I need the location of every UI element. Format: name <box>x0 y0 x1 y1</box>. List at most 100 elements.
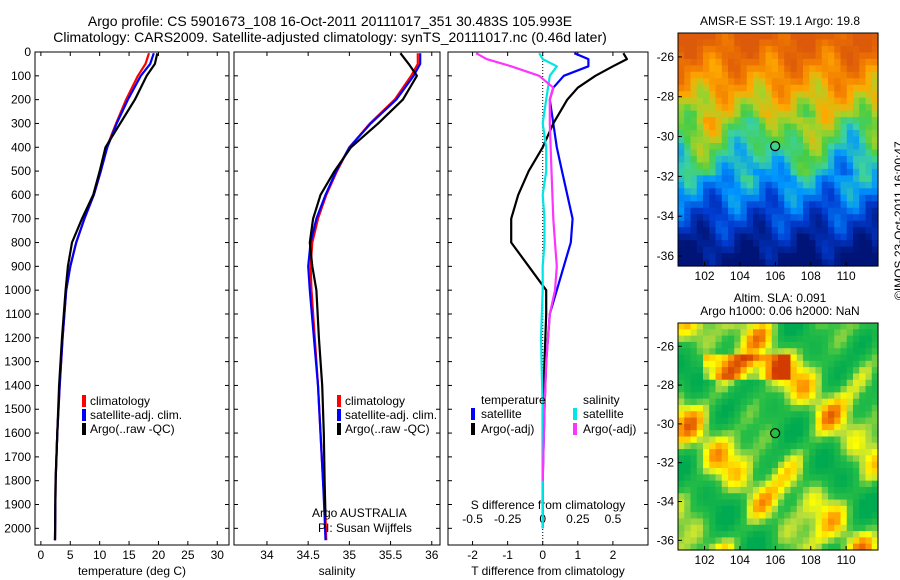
map-cell <box>728 162 735 170</box>
map-cell <box>734 110 742 118</box>
map-cell <box>803 130 810 138</box>
map-cell <box>809 136 817 144</box>
map-cell <box>753 162 760 170</box>
map-cell <box>771 329 779 337</box>
map-cell <box>746 104 754 112</box>
top-x-tick-label: 0.25 <box>566 512 590 526</box>
map-cell <box>690 411 698 419</box>
map-cell <box>865 505 873 513</box>
map-cell <box>765 71 773 79</box>
map-cell <box>740 123 748 131</box>
map-cell <box>803 512 810 520</box>
map-cell <box>753 392 760 400</box>
map-cell <box>690 430 698 438</box>
map-cell <box>840 91 848 99</box>
map-cell <box>734 329 742 337</box>
map-cell <box>765 91 773 99</box>
map-cell <box>821 162 829 170</box>
map-cell <box>871 512 879 520</box>
map-cell <box>715 404 723 412</box>
map-cell <box>840 117 848 125</box>
map-cell <box>859 323 867 330</box>
map-cell <box>821 543 829 551</box>
map-cell <box>778 201 785 209</box>
map-cell <box>853 436 860 444</box>
map-cell <box>709 33 717 41</box>
map-cell <box>746 246 754 254</box>
map-cell <box>803 417 810 425</box>
map-cell <box>715 480 723 488</box>
map-cell <box>790 493 798 501</box>
map-cell <box>859 52 867 60</box>
map-cell <box>828 181 835 189</box>
map-cell <box>790 220 798 228</box>
map-cell <box>740 155 748 164</box>
map-cell <box>721 360 729 368</box>
map-cell <box>765 123 773 131</box>
map-cell <box>690 449 698 457</box>
map-cell <box>753 449 760 457</box>
map-cell <box>759 207 767 215</box>
map-cell <box>728 39 735 47</box>
map-cell <box>859 341 867 349</box>
map-cell <box>759 367 767 375</box>
map-cell <box>784 468 792 475</box>
map-cell <box>821 45 829 54</box>
map-cell <box>821 110 829 118</box>
map-cell <box>815 518 823 526</box>
map-cell <box>865 524 873 532</box>
map-cell <box>846 214 854 222</box>
map-cell <box>734 480 742 488</box>
map-cell <box>721 97 729 105</box>
map-cell <box>721 104 729 112</box>
map-cell <box>696 442 704 450</box>
map-cell <box>846 468 854 475</box>
map-cell <box>778 97 785 105</box>
map-cell <box>715 220 723 228</box>
map-cell <box>796 480 804 488</box>
map-cell <box>859 537 867 545</box>
map-cell <box>721 246 729 254</box>
map-cell <box>709 201 717 209</box>
map-cell <box>771 78 779 86</box>
map-cell <box>684 123 692 131</box>
map-cell <box>734 33 742 41</box>
map-cell <box>690 104 698 112</box>
map-cell <box>696 480 704 488</box>
map-cell <box>696 468 704 475</box>
map-cell <box>778 52 785 60</box>
map-cell <box>703 505 710 513</box>
map-cell <box>871 468 879 475</box>
map-cell <box>740 348 748 356</box>
map-cell <box>796 531 804 538</box>
map-cell <box>771 91 779 99</box>
map-cell <box>784 188 792 196</box>
map-cell <box>871 537 879 545</box>
map-cell <box>734 524 742 532</box>
map-cell <box>803 505 810 513</box>
map-cell <box>821 436 829 444</box>
map-cell <box>715 78 723 86</box>
map-cell <box>703 136 710 144</box>
map-cell <box>746 386 754 393</box>
map-cell <box>790 518 798 526</box>
map-cell <box>684 518 692 526</box>
map-cell <box>746 417 754 425</box>
map-cell <box>696 71 704 79</box>
map-cell <box>828 194 835 202</box>
map-cell <box>871 123 879 131</box>
map-cell <box>865 201 873 209</box>
map-lat-label: -34 <box>657 209 675 223</box>
map-cell <box>778 398 785 406</box>
map-cell <box>696 175 704 183</box>
map-cell <box>778 518 785 526</box>
map-cell <box>690 323 698 330</box>
map-cell <box>846 455 854 463</box>
map-cell <box>821 442 829 450</box>
map-cell <box>734 417 742 425</box>
map-cell <box>765 455 773 463</box>
map-cell <box>853 518 860 526</box>
map-cell <box>790 543 798 551</box>
map-cell <box>709 430 717 438</box>
map-cell <box>771 65 779 73</box>
